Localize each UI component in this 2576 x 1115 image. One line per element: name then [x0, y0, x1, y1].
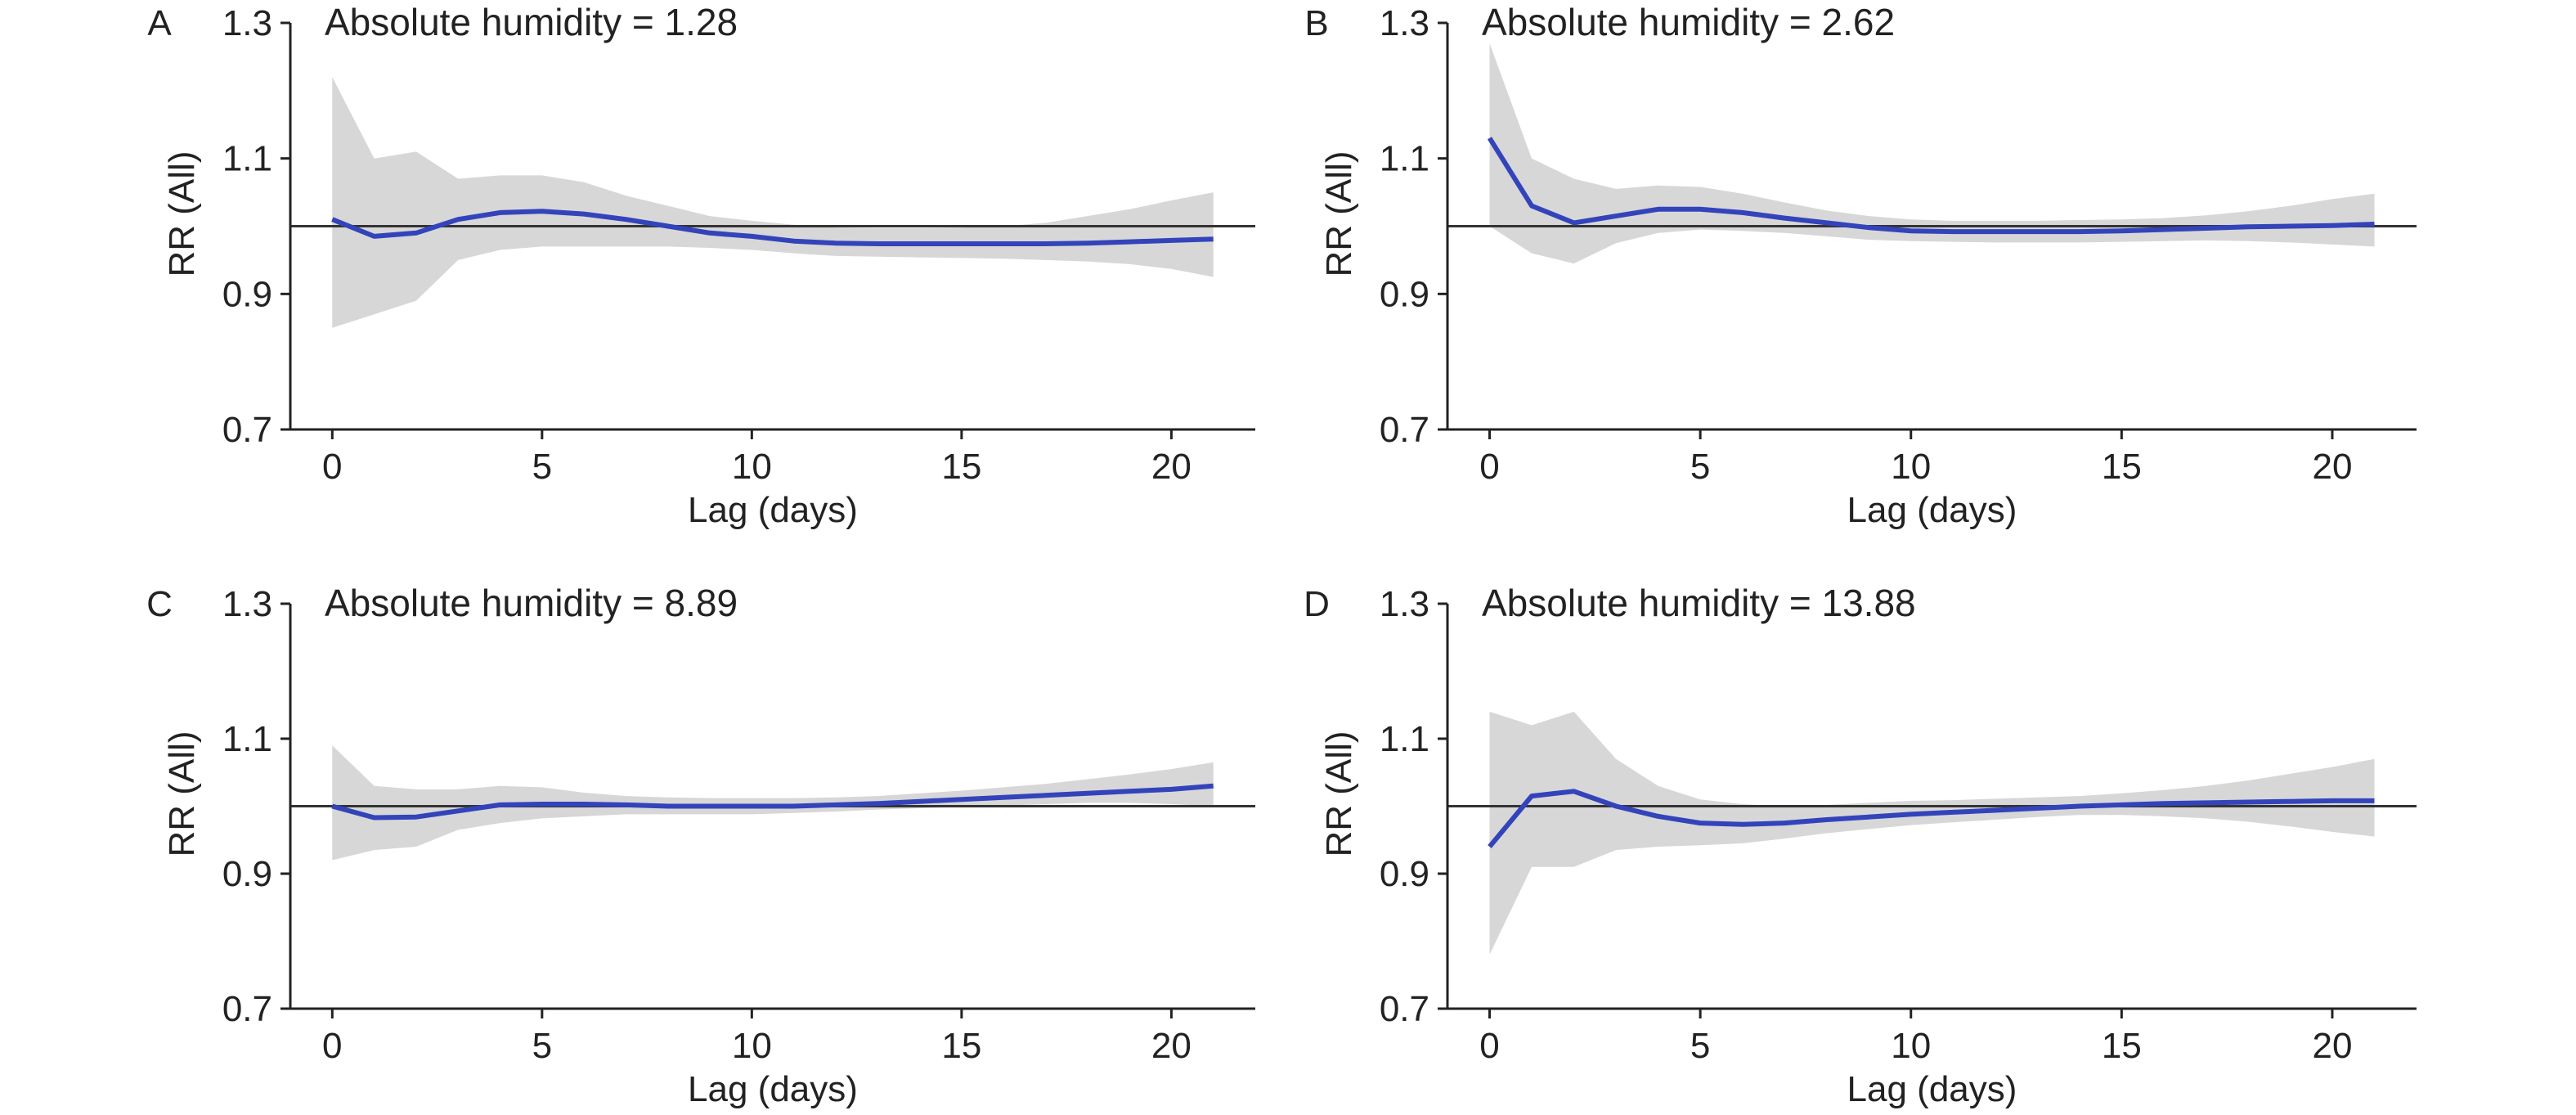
- y-axis-label: RR (All): [162, 731, 202, 857]
- panel-title: Absolute humidity = 13.88: [1482, 582, 1916, 624]
- y-axis-label: RR (All): [1319, 151, 1359, 277]
- panel-title: Absolute humidity = 8.89: [325, 582, 738, 624]
- panel-a: 0.7 0.9 1.1 1.3 0 5 10 15 20 Lag (days) RR (All) A A…: [147, 1, 1255, 530]
- x-tick-label: 0: [1479, 1026, 1499, 1066]
- x-tick-label: 20: [2312, 1026, 2352, 1066]
- rr-estimate-line: [1488, 789, 2375, 848]
- x-tick-label: 5: [1690, 1026, 1710, 1066]
- x-tick-label: 0: [322, 1026, 342, 1066]
- y-tick-label: 0.9: [1380, 854, 1429, 894]
- x-tick-label: 15: [2102, 1026, 2142, 1066]
- x-tick-label: 10: [1891, 447, 1931, 487]
- y-tick-label: 0.7: [222, 410, 272, 450]
- y-tick-label: 1.3: [1380, 3, 1429, 43]
- panel-letter: C: [146, 584, 173, 624]
- panel-title: Absolute humidity = 1.28: [325, 1, 738, 43]
- panel-title: Absolute humidity = 2.62: [1482, 1, 1895, 43]
- y-tick-label: 1.1: [1380, 139, 1429, 179]
- x-tick-label: 5: [532, 447, 552, 487]
- y-tick-label: 0.7: [1380, 410, 1429, 450]
- x-tick-label: 15: [2102, 447, 2142, 487]
- rr-estimate-line: [331, 783, 1214, 821]
- confidence-band: [332, 77, 1214, 328]
- y-tick-label: 1.1: [1380, 719, 1429, 759]
- panel-letter: A: [147, 3, 172, 43]
- x-tick-label: 15: [941, 1026, 981, 1066]
- y-axis-label: RR (All): [1319, 731, 1359, 857]
- x-axis-label: Lag (days): [688, 1069, 858, 1109]
- y-tick-label: 0.9: [1380, 274, 1429, 314]
- y-tick-label: 1.1: [222, 719, 272, 759]
- x-tick-label: 0: [322, 447, 342, 487]
- x-tick-label: 20: [2312, 447, 2352, 487]
- confidence-band: [332, 745, 1214, 861]
- panel-letter: B: [1304, 3, 1328, 43]
- y-tick-label: 0.9: [222, 854, 272, 894]
- x-axis-label: Lag (days): [1847, 490, 2017, 530]
- panel-c: 0.7 0.9 1.1 1.3 0 5 10 15 20 Lag (days) RR (All) C A…: [146, 582, 1255, 1109]
- y-tick-label: 0.7: [222, 989, 272, 1029]
- x-axis-label: Lag (days): [1847, 1069, 2017, 1109]
- x-tick-label: 20: [1151, 447, 1192, 487]
- x-tick-label: 15: [941, 447, 981, 487]
- x-tick-label: 0: [1479, 447, 1499, 487]
- y-tick-label: 1.3: [222, 584, 272, 624]
- y-tick-label: 0.7: [1380, 989, 1429, 1029]
- y-tick-label: 0.9: [222, 274, 272, 314]
- confidence-band: [1489, 712, 2375, 955]
- panel-letter: D: [1304, 584, 1330, 624]
- x-tick-label: 10: [732, 447, 772, 487]
- y-tick-label: 1.3: [1380, 584, 1429, 624]
- y-tick-label: 1.3: [222, 3, 272, 43]
- x-tick-label: 5: [532, 1026, 552, 1066]
- rr-estimate-line: [1487, 137, 2375, 235]
- y-axis-label: RR (All): [162, 151, 202, 277]
- x-tick-label: 5: [1690, 447, 1710, 487]
- panel-b: 0.7 0.9 1.1 1.3 0 5 10 15 20 Lag (days) RR (All) B A…: [1304, 1, 2417, 530]
- x-tick-label: 10: [732, 1026, 772, 1066]
- y-tick-label: 1.1: [222, 139, 272, 179]
- x-axis-label: Lag (days): [688, 490, 858, 530]
- rr-estimate-line: [331, 209, 1214, 246]
- x-tick-label: 20: [1151, 1026, 1192, 1066]
- panel-d: 0.7 0.9 1.1 1.3 0 5 10 15 20 Lag (days) RR (All) D A…: [1304, 582, 2417, 1109]
- x-tick-label: 10: [1891, 1026, 1931, 1066]
